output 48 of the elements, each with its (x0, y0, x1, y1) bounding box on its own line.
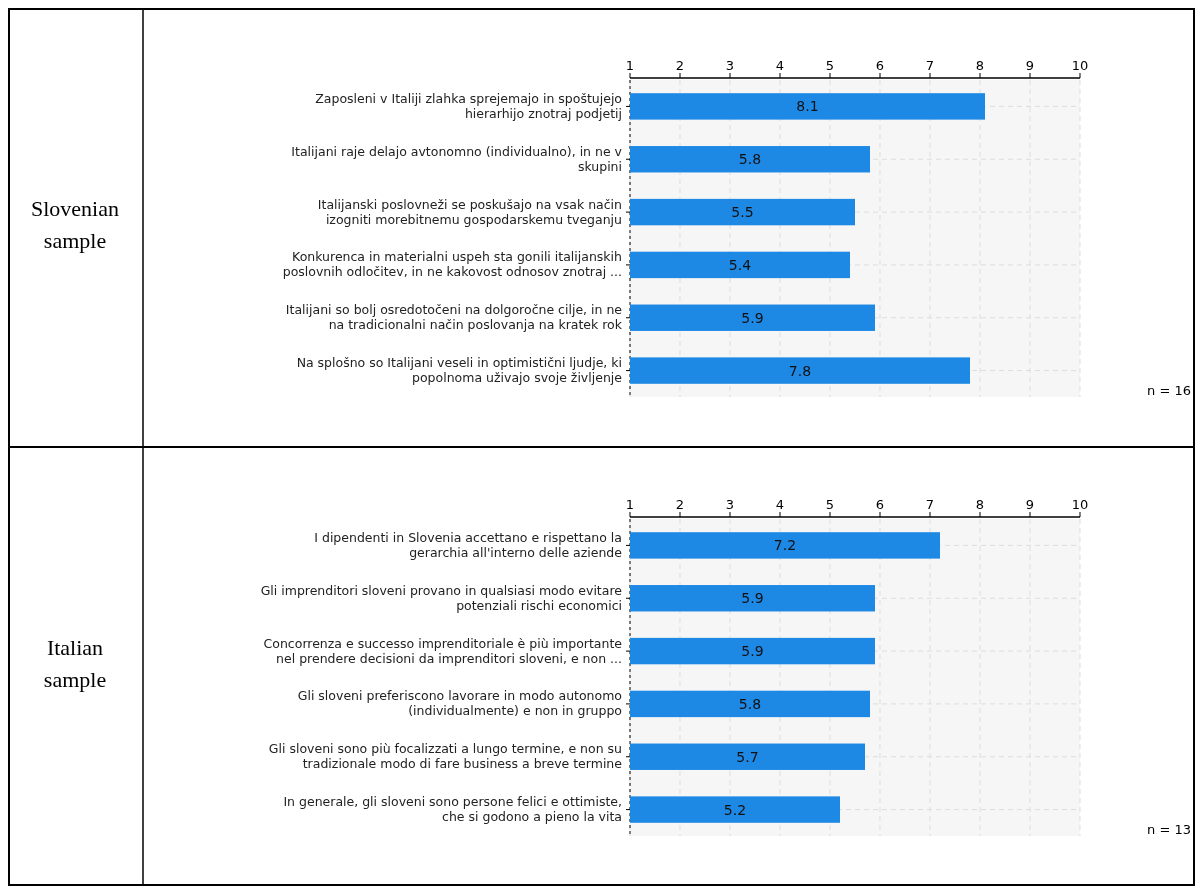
y-tick-label: Concorrenza e successo imprenditoriale è più importante nel prendere decisioni da imprenditori sloveni, e non ... (263, 635, 623, 666)
x-tick-label: 4 (775, 497, 785, 512)
y-tick-label: Gli sloveni preferiscono lavorare in modo autonomo (individualmente) e non in gruppo (297, 688, 622, 719)
text: n = 16 (1147, 383, 1191, 398)
x-tick-label: 6 (875, 497, 885, 512)
x-tick-label: 2 (675, 58, 685, 73)
x-tick-label: 5 (825, 497, 835, 512)
data-label: 5.5 (731, 204, 754, 221)
y-tick-label: Konkurenca in materialni uspeh sta gonili italijanskih poslovnih odločitev, in ne kakovost odnosov znotraj ... (282, 249, 622, 280)
data-label: 8.1 (796, 98, 819, 115)
y-tick-label: Na splošno so Italijani veseli in optimistični ljudje, ki popolnoma uživajo svoje življenje (296, 355, 623, 386)
data-label: 5.8 (738, 151, 762, 168)
y-axis-title: Italian sample (43, 634, 107, 692)
y-tick-label: I dipendenti in Slovenia accettano e rispettano la gerarchia all'interno delle aziende (314, 529, 623, 560)
data-label: 5.4 (728, 256, 752, 273)
y-tick-label: In generale, gli sloveni sono persone felici e ottimiste, che si godono a pieno la vita (283, 794, 622, 825)
y-tick-label: Italijani raje delajo avtonomno (individualno), in ne v skupini (291, 143, 623, 174)
x-tick-label: 9 (1025, 58, 1035, 73)
data-label: 5.2 (723, 801, 747, 818)
x-tick-label: 3 (725, 497, 735, 512)
y-tick-label: Italijanski poslovneži se poskušajo na vsak način izogniti morebitnemu gospodarskemu tveganju (317, 196, 622, 227)
x-tick-label: 7 (925, 58, 935, 73)
y-axis-title: Slovenian sample (31, 195, 119, 253)
data-label: 7.2 (773, 537, 797, 554)
x-tick-label: 4 (775, 58, 785, 73)
x-tick-label: 1 (625, 58, 635, 73)
data-label: 7.8 (788, 362, 812, 379)
x-tick-label: 10 (1071, 497, 1089, 512)
x-tick-label: 9 (1025, 497, 1035, 512)
x-tick-label: 6 (875, 58, 885, 73)
y-tick-label: Gli imprenditori sloveni provano in qualsiasi modo evitare potenziali rischi economici (260, 582, 623, 613)
x-tick-label: 8 (975, 58, 985, 73)
x-tick-label: 10 (1071, 58, 1089, 73)
x-tick-label: 7 (925, 497, 935, 512)
y-tick-label: Italijani so bolj osredotočeni na dolgoročne cilje, in ne na tradicionalni način poslovanja na kratek rok (285, 302, 623, 333)
y-tick-label: Zaposleni v Italiji zlahka sprejemajo in spoštujejo hierarhijo znotraj podjetij (315, 90, 622, 121)
text: n = 13 (1147, 822, 1191, 837)
data-label: 5.9 (741, 590, 764, 607)
y-tick-label: Gli sloveni sono più focalizzati a lungo termine, e non su tradizionale modo di fare business a breve termine (268, 741, 623, 772)
x-tick-label: 3 (725, 58, 735, 73)
data-label: 5.8 (738, 695, 762, 712)
x-tick-label: 5 (825, 58, 835, 73)
x-tick-label: 2 (675, 497, 685, 512)
data-label: 5.9 (741, 309, 764, 326)
data-label: 5.9 (741, 643, 764, 660)
data-label: 5.7 (736, 748, 759, 765)
x-tick-label: 8 (975, 497, 985, 512)
x-tick-label: 1 (625, 497, 635, 512)
